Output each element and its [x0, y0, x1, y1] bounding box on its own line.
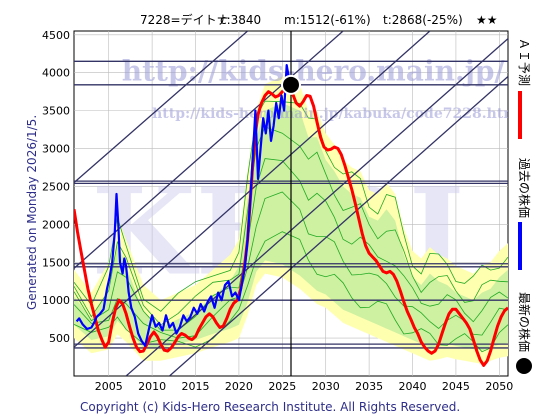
x-tick-label: 2035 [355, 380, 383, 393]
y-tick-label: 1000 [42, 294, 70, 307]
trend-channel-line [74, 31, 249, 184]
legend-latest-dot [516, 358, 532, 374]
forecast-scenario-line [74, 126, 508, 326]
legend: ＡＩ予測 過去の株価 最新の株価 [516, 38, 532, 374]
forecast-scenario-line [74, 100, 508, 312]
latest-price-dot [281, 74, 301, 95]
header-rating-stars: ★★ [476, 13, 498, 27]
y-tick-label: 4000 [42, 67, 70, 80]
legend-latest-label: 最新の株価 [517, 292, 532, 352]
x-tick-label: 2020 [225, 380, 253, 393]
x-tick-label: 2045 [442, 380, 470, 393]
plot-clip-group: KHRIhttp://kids-hero.main.jp/http://kids… [74, 31, 523, 376]
trend-channel-line [169, 76, 508, 376]
forecast-scenario-line [74, 158, 508, 331]
forecast-scenario-line [74, 191, 508, 339]
legend-past-swatch [518, 222, 522, 270]
legend-ai-label: ＡＩ予測 [517, 38, 531, 86]
x-tick-label: 2010 [138, 380, 166, 393]
plot-layer: KHRIhttp://kids-hero.main.jp/http://kids… [42, 29, 523, 393]
y-tick-label: 3500 [42, 105, 70, 118]
x-tick-label: 2005 [95, 380, 123, 393]
header-target-price: t:2868(-25%) [383, 13, 463, 27]
header-current-price: c:3840 [220, 13, 261, 27]
x-tick-label: 2030 [312, 380, 340, 393]
trend-channel-line [125, 38, 508, 376]
x-tick-label: 2040 [399, 380, 427, 393]
y-tick-label: 4500 [42, 29, 70, 42]
y-tick-label: 2500 [42, 180, 70, 193]
legend-ai-swatch [518, 91, 522, 139]
legend-past-label: 過去の株価 [517, 158, 532, 218]
x-tick-label: 2015 [182, 380, 210, 393]
y-tick-label: 500 [49, 332, 70, 345]
x-tick-label: 2025 [268, 380, 296, 393]
generated-date-label: Generated on Monday 2026/1/5. [25, 115, 39, 310]
copyright-footer: Copyright (c) Kids-Hero Research Institu… [80, 400, 460, 414]
y-tick-label: 2000 [42, 218, 70, 231]
watermark-url-code: http://kids-hero.main.jp/kabuka/code7228… [152, 106, 523, 122]
watermark-url-main: http://kids-hero.main.jp/ [122, 54, 506, 87]
y-tick-label: 1500 [42, 256, 70, 269]
forecast-scenario-line [74, 231, 508, 353]
past-price-line [75, 63, 293, 347]
y-tick-label: 3000 [42, 143, 70, 156]
header-code-name: 7228=デイトナ [140, 12, 229, 27]
header-min-price: m:1512(-61%) [284, 13, 371, 27]
x-tick-label: 2050 [485, 380, 513, 393]
